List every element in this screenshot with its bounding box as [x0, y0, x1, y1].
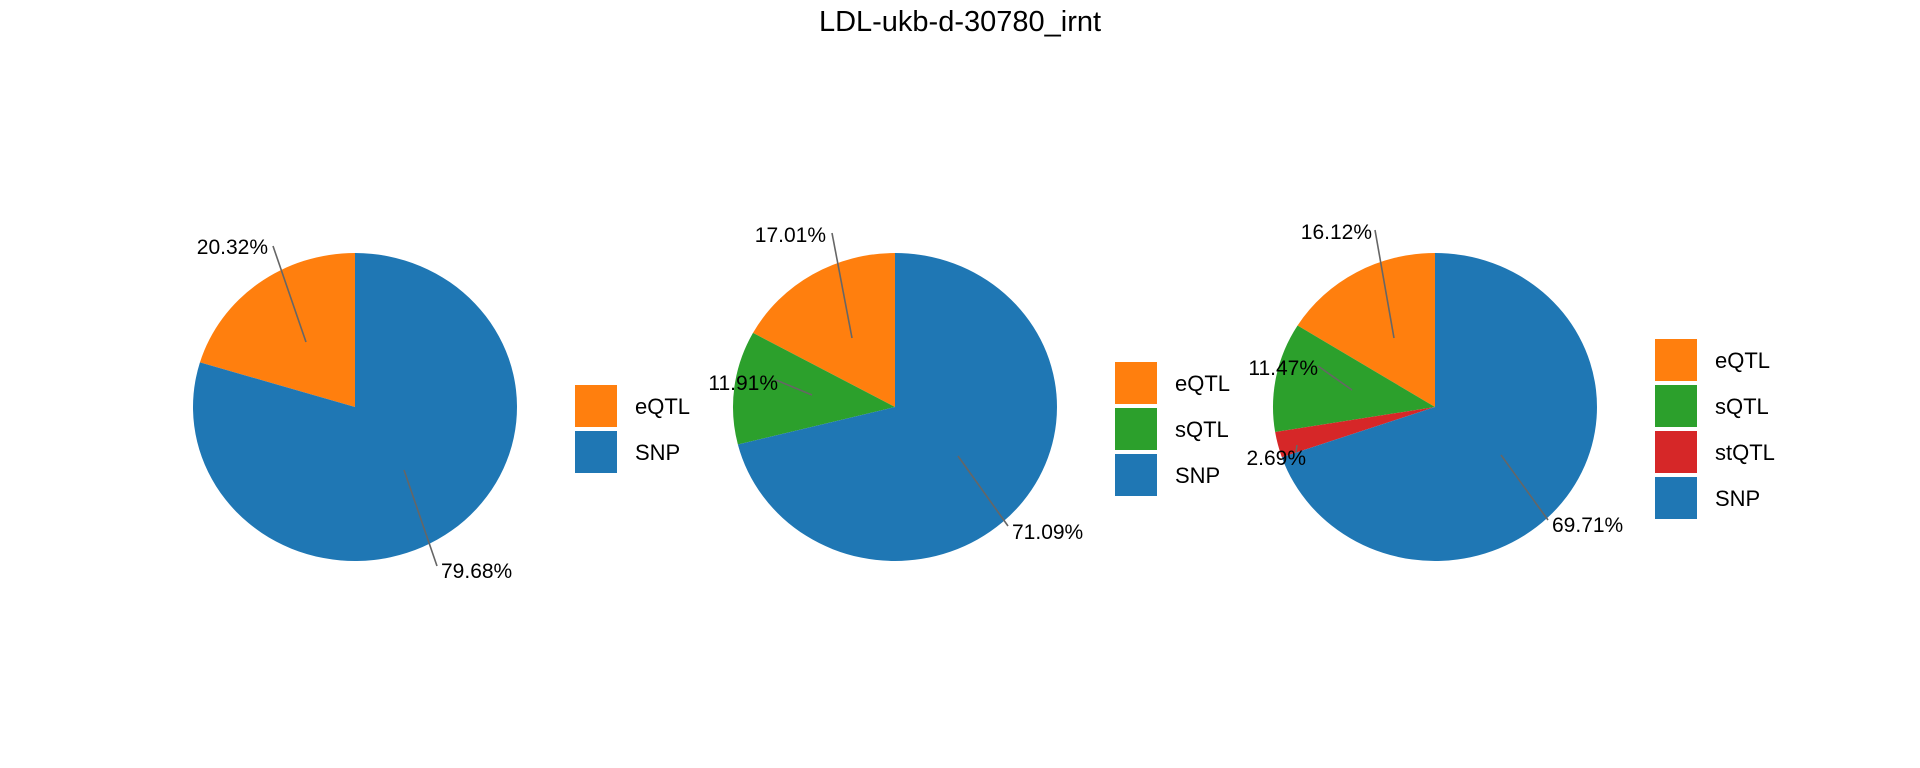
pie-chart-2: 17.01% 11.91% 71.09% eQTL sQTL SNP [708, 224, 1230, 562]
legend-swatch-sqtl [1115, 408, 1157, 450]
legend-swatch-eqtl [575, 385, 617, 427]
slice-label-snp: 71.09% [1012, 521, 1083, 544]
pie-slice-eqtl [199, 253, 355, 407]
leader-line-sqtl [1317, 365, 1353, 391]
leader-line-snp [1500, 454, 1549, 521]
legend-swatch-eqtl [1655, 339, 1697, 381]
legend-2: eQTL sQTL SNP [1115, 362, 1230, 496]
slice-label-snp: 79.68% [441, 560, 512, 583]
legend-label-eqtl: eQTL [1175, 371, 1230, 396]
legend-swatch-snp [575, 431, 617, 473]
legend-3: eQTL sQTL stQTL SNP [1655, 339, 1775, 519]
legend-label-sqtl: sQTL [1175, 417, 1229, 442]
pie-slice-stqtl [1275, 407, 1435, 458]
legend-1: eQTL SNP [575, 385, 690, 473]
slice-label-stqtl: 2.69% [1246, 447, 1306, 470]
pie-slice-eqtl [753, 253, 895, 407]
pie-chart-3: 16.12% 11.47% 2.69% 69.71% eQTL sQTL stQTL SNP [1246, 221, 1775, 561]
legend-label-snp: SNP [635, 440, 680, 465]
slice-label-sqtl: 11.47% [1248, 357, 1318, 380]
pies-group: 20.32% 79.68% eQTL SNP 17.01% 11.91% 71.09% eQT… [192, 221, 1775, 583]
leader-line-stqtl [1295, 444, 1298, 453]
pie-slice-eqtl [1297, 253, 1435, 407]
legend-label-stqtl: stQTL [1715, 440, 1775, 465]
pie-slice-snp [1281, 253, 1597, 561]
legend-swatch-snp [1655, 477, 1697, 519]
pie-slice-sqtl [732, 332, 895, 445]
pie-slice-sqtl [1272, 325, 1435, 432]
slice-label-snp: 69.71% [1552, 514, 1623, 537]
slice-label-sqtl: 11.91% [708, 372, 778, 395]
legend-label-snp: SNP [1715, 486, 1760, 511]
slice-label-eqtl: 20.32% [197, 236, 268, 259]
leader-line-eqtl [831, 232, 853, 339]
pie-slice-snp [192, 253, 517, 561]
leader-line-eqtl [272, 245, 307, 343]
pie-chart-1: 20.32% 79.68% eQTL SNP [192, 236, 690, 583]
slice-label-eqtl: 16.12% [1301, 221, 1372, 244]
legend-swatch-sqtl [1655, 385, 1697, 427]
leader-line-eqtl [1374, 229, 1395, 339]
leader-line-sqtl [775, 379, 813, 396]
legend-label-eqtl: eQTL [635, 394, 690, 419]
legend-label-sqtl: sQTL [1715, 394, 1769, 419]
legend-swatch-stqtl [1655, 431, 1697, 473]
slice-label-eqtl: 17.01% [755, 224, 826, 247]
chart-title: LDL-ukb-d-30780_irnt [818, 6, 1102, 38]
leader-line-snp [403, 469, 438, 567]
legend-swatch-eqtl [1115, 362, 1157, 404]
legend-label-snp: SNP [1175, 463, 1220, 488]
leader-line-snp [957, 455, 1009, 527]
legend-swatch-snp [1115, 454, 1157, 496]
legend-label-eqtl: eQTL [1715, 348, 1770, 373]
